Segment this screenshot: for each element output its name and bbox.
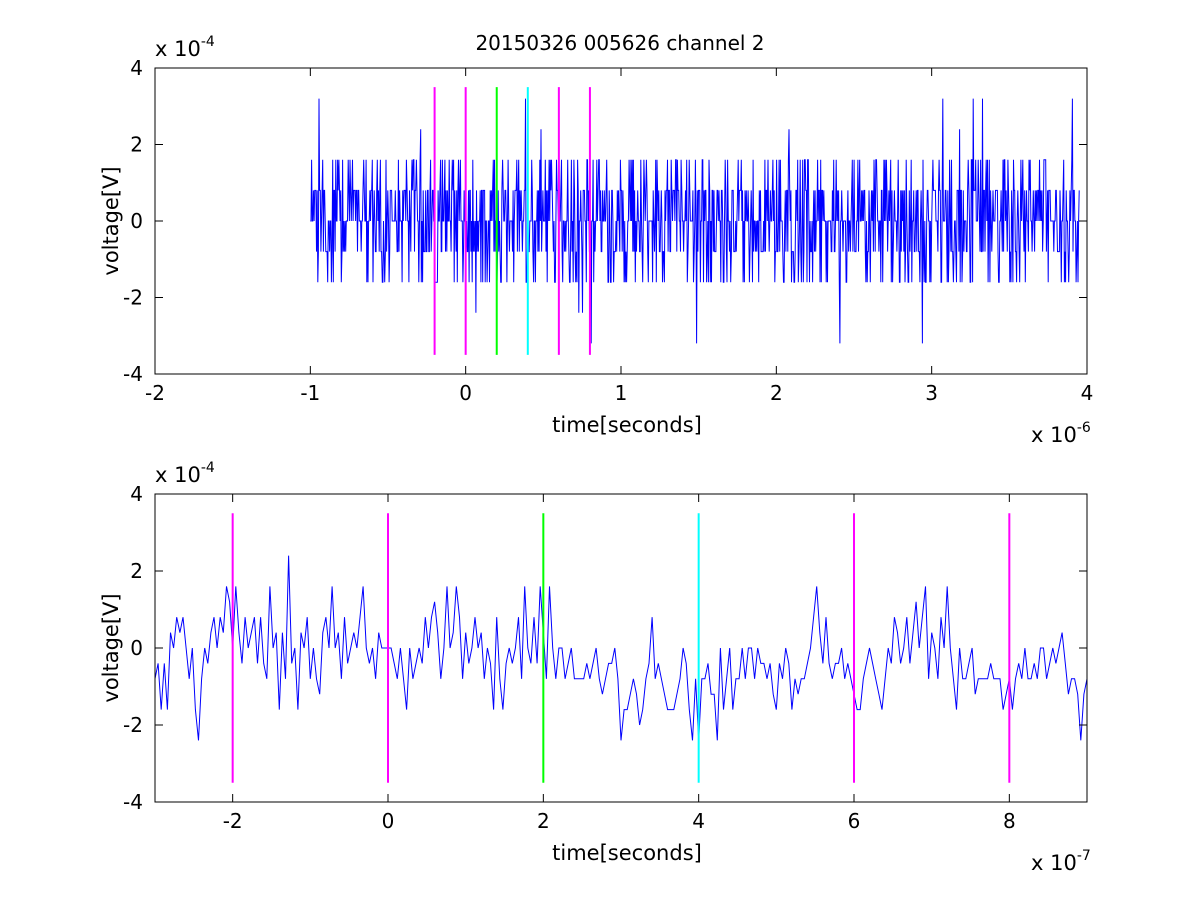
y-tick-label: -4 [123, 790, 143, 814]
x-exponent-label: x 10-7 [1031, 848, 1091, 875]
x-axis-title: time[seconds] [552, 841, 702, 865]
x-tick-label: -2 [223, 809, 243, 833]
y-tick-label: -2 [123, 286, 143, 310]
x-tick-label: 0 [382, 809, 395, 833]
y-exponent-label: x 10-4 [155, 460, 215, 487]
x-tick-label: 4 [692, 809, 705, 833]
plot-bottom: -2 0 2 4 6 8 -4 -2 0 2 4 time[seconds] voltage[V] x 1… [99, 460, 1091, 875]
x-tick-label: 4 [1081, 381, 1094, 405]
x-tick-label: 3 [925, 381, 938, 405]
x-tick-label: -2 [145, 381, 165, 405]
x-tick-label: 6 [848, 809, 861, 833]
y-exponent-label: x 10-4 [155, 34, 215, 61]
y-axis-title: voltage[V] [99, 593, 123, 702]
plot-top: -2 -1 0 1 2 3 4-4-2024time[seconds]voltage[V]x… [99, 34, 1093, 447]
x-axis-title: time[seconds] [552, 413, 702, 437]
x-exponent-label: x 10-6 [1031, 420, 1091, 447]
figure-title: 20150326 005626 channel 2 [475, 31, 764, 55]
y-tick-label: -2 [123, 713, 143, 737]
x-tick-label: 2 [770, 381, 783, 405]
signal-trace [310, 98, 1080, 344]
x-tick-label: 8 [1003, 809, 1016, 833]
x-tick-label: 0 [459, 381, 472, 405]
x-tick-label: -1 [300, 381, 320, 405]
y-tick-label: -4 [123, 362, 143, 386]
x-tick-label: 2 [537, 809, 550, 833]
y-tick-label: 2 [130, 133, 143, 157]
y-tick-label: 0 [130, 636, 143, 660]
y-tick-label: 2 [130, 559, 143, 583]
y-tick-label: 4 [130, 482, 143, 506]
y-axis-title: voltage[V] [99, 166, 123, 275]
y-tick-label: 4 [130, 56, 143, 80]
signal-trace [154, 555, 1088, 741]
y-tick-label: 0 [130, 209, 143, 233]
x-tick-label: 1 [615, 381, 628, 405]
